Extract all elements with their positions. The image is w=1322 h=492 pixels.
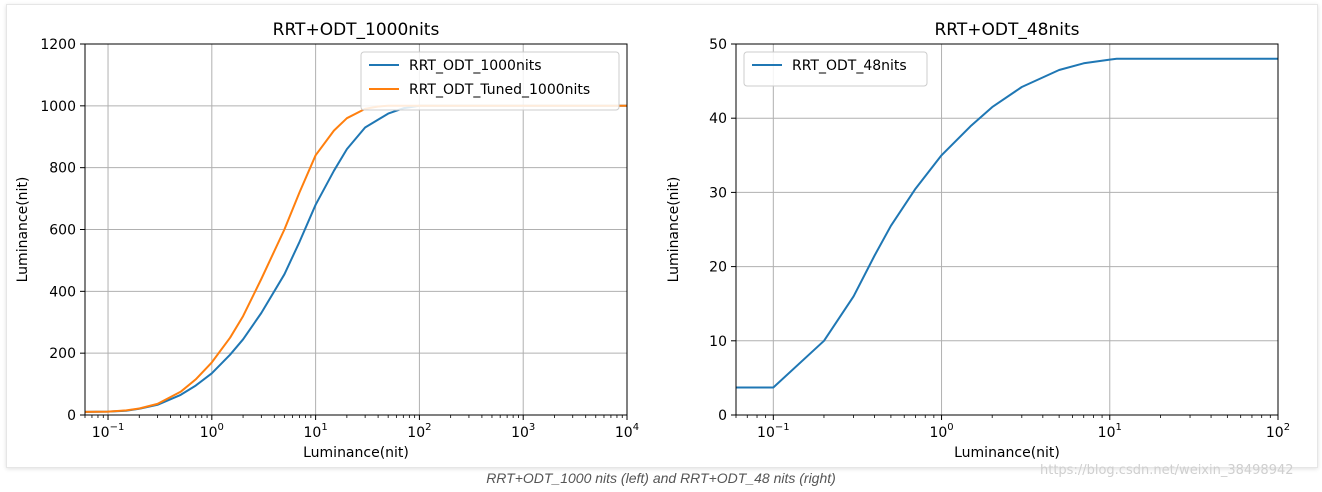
chart-left: 10−1 100 101 102 103 104 0 200 400 600 800 1000 1200… (15, 20, 639, 461)
y-axis-label: Luminance(nit) (15, 177, 31, 283)
series-line-1 (84, 104, 627, 413)
plot-frame (84, 43, 628, 416)
x-tick-label: 101 (1098, 422, 1122, 441)
plot-frame (735, 43, 1279, 416)
y-tick-label: 30 (709, 185, 727, 201)
x-tick-label: 102 (1266, 422, 1290, 441)
x-tick-label: 102 (407, 422, 431, 441)
y-tick-label: 600 (49, 223, 76, 239)
y-tick-label: 800 (49, 161, 76, 177)
x-tick-label: 10−1 (92, 422, 125, 441)
series-line-1 (736, 57, 1278, 389)
y-axis-label: Luminance(nit) (666, 177, 682, 283)
x-axis-label: Luminance(nit) (954, 445, 1060, 461)
y-tick-label: 20 (709, 260, 727, 276)
legend: RRT_ODT_1000nits RRT_ODT_Tuned_1000nits (360, 51, 620, 111)
figure-frame (6, 4, 1318, 468)
chart-right: 10−1 100 101 10201020304050RRT+ODT_48nitsLu… (666, 20, 1290, 461)
y-tick-label: 40 (709, 111, 727, 127)
y-tick-label: 400 (49, 284, 76, 300)
chart-title: RRT+ODT_1000nits (273, 20, 440, 40)
x-tick-label: 100 (929, 422, 953, 441)
series-line-2 (84, 104, 627, 413)
x-tick-label: 104 (615, 422, 639, 441)
watermark-text: https://blog.csdn.net/weixin_38498942 (1040, 463, 1294, 478)
legend-box (743, 51, 928, 87)
chart-title: RRT+ODT_48nits (934, 20, 1079, 40)
y-tick-label: 0 (67, 408, 76, 424)
figure-caption: RRT+ODT_1000 nits (left) and RRT+ODT_48 … (486, 470, 836, 486)
x-axis-label: Luminance(nit) (303, 445, 409, 461)
legend-label-2: RRT_ODT_Tuned_1000nits (409, 82, 590, 98)
y-tick-label: 0 (718, 408, 727, 424)
x-tick-label: 100 (200, 422, 224, 441)
x-tick-label: 103 (511, 422, 535, 441)
y-tick-label: 1200 (40, 37, 76, 53)
y-tick-label: 1000 (40, 99, 76, 115)
x-tick-label: 101 (304, 422, 328, 441)
y-tick-label: 50 (709, 37, 727, 53)
legend: RRT_ODT_48nits (743, 51, 928, 87)
legend-box (360, 51, 620, 111)
legend-label-1: RRT_ODT_48nits (792, 58, 907, 74)
y-tick-label: 10 (709, 334, 727, 350)
y-tick-label: 200 (49, 346, 76, 362)
x-tick-label: 10−1 (757, 422, 790, 441)
legend-label-1: RRT_ODT_1000nits (409, 58, 542, 74)
